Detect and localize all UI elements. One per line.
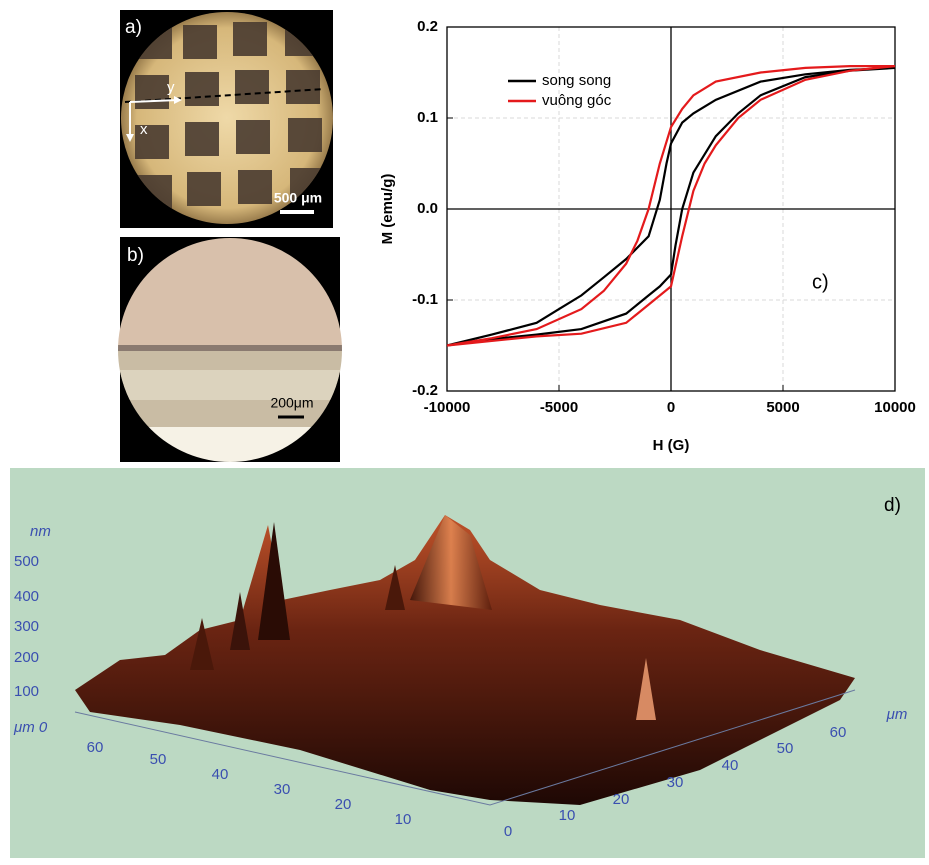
y-tick-label: 0.1 xyxy=(417,109,438,126)
afm-origin: μm 0 xyxy=(13,719,48,736)
panel-a: y x a) 500 μm xyxy=(120,10,333,228)
afm-z-tick: 500 xyxy=(14,553,39,570)
axis-y-label: y xyxy=(167,79,175,96)
afm-y-tick: 0 xyxy=(504,823,512,840)
x-tick-label: 0 xyxy=(667,399,675,416)
afm-z-unit: nm xyxy=(30,523,51,540)
axis-x-label: x xyxy=(140,121,148,138)
afm-x-tick: 30 xyxy=(274,781,291,798)
afm-y-tick: 50 xyxy=(777,740,794,757)
y-tick-label: -0.2 xyxy=(412,382,438,399)
annotation: c) xyxy=(812,271,829,293)
afm-z-tick: 100 xyxy=(14,683,39,700)
afm-z-tick: 300 xyxy=(14,618,39,635)
y-axis-label: M (emu/g) xyxy=(379,174,396,245)
x-tick-label: 10000 xyxy=(874,399,916,416)
x-tick-label: -10000 xyxy=(424,399,471,416)
scale-label: 500 μm xyxy=(274,190,322,206)
figure: y x a) 500 μm b) 200μm H (G) M (emu/g) c… xyxy=(0,0,929,860)
panel-b: b) 200μm xyxy=(110,230,350,467)
afm-y-tick: 10 xyxy=(559,807,576,824)
panel-label: b) xyxy=(127,245,144,266)
afm-x-tick: 60 xyxy=(87,739,104,756)
x-tick-label: 5000 xyxy=(766,399,799,416)
afm-z-tick: 200 xyxy=(14,649,39,666)
afm-y-unit: μm xyxy=(886,706,908,723)
y-tick-label: 0.0 xyxy=(417,200,438,217)
afm-y-tick: 60 xyxy=(830,724,847,741)
y-tick-label: -0.1 xyxy=(412,291,438,308)
x-tick-label: -5000 xyxy=(540,399,578,416)
panel-c-chart: H (G) M (emu/g) c) -10000 -5000 0 5000 10000… xyxy=(379,18,916,454)
legend-label: song song xyxy=(542,72,611,89)
scale-label: 200μm xyxy=(270,395,313,411)
afm-y-tick: 30 xyxy=(667,774,684,791)
afm-x-tick: 20 xyxy=(335,796,352,813)
panel-label: d) xyxy=(884,495,901,516)
afm-y-tick: 40 xyxy=(722,757,739,774)
x-axis-label: H (G) xyxy=(653,437,690,454)
panel-label: a) xyxy=(125,17,142,38)
afm-z-tick: 400 xyxy=(14,588,39,605)
afm-x-tick: 40 xyxy=(212,766,229,783)
afm-y-tick: 20 xyxy=(613,791,630,808)
legend-label: vuông góc xyxy=(542,92,612,109)
panel-d: d) nm 500 400 300 200 100 μm 0 60 50 40 … xyxy=(10,468,925,858)
afm-x-tick: 50 xyxy=(150,751,167,768)
afm-x-tick: 10 xyxy=(395,811,412,828)
y-tick-label: 0.2 xyxy=(417,18,438,35)
